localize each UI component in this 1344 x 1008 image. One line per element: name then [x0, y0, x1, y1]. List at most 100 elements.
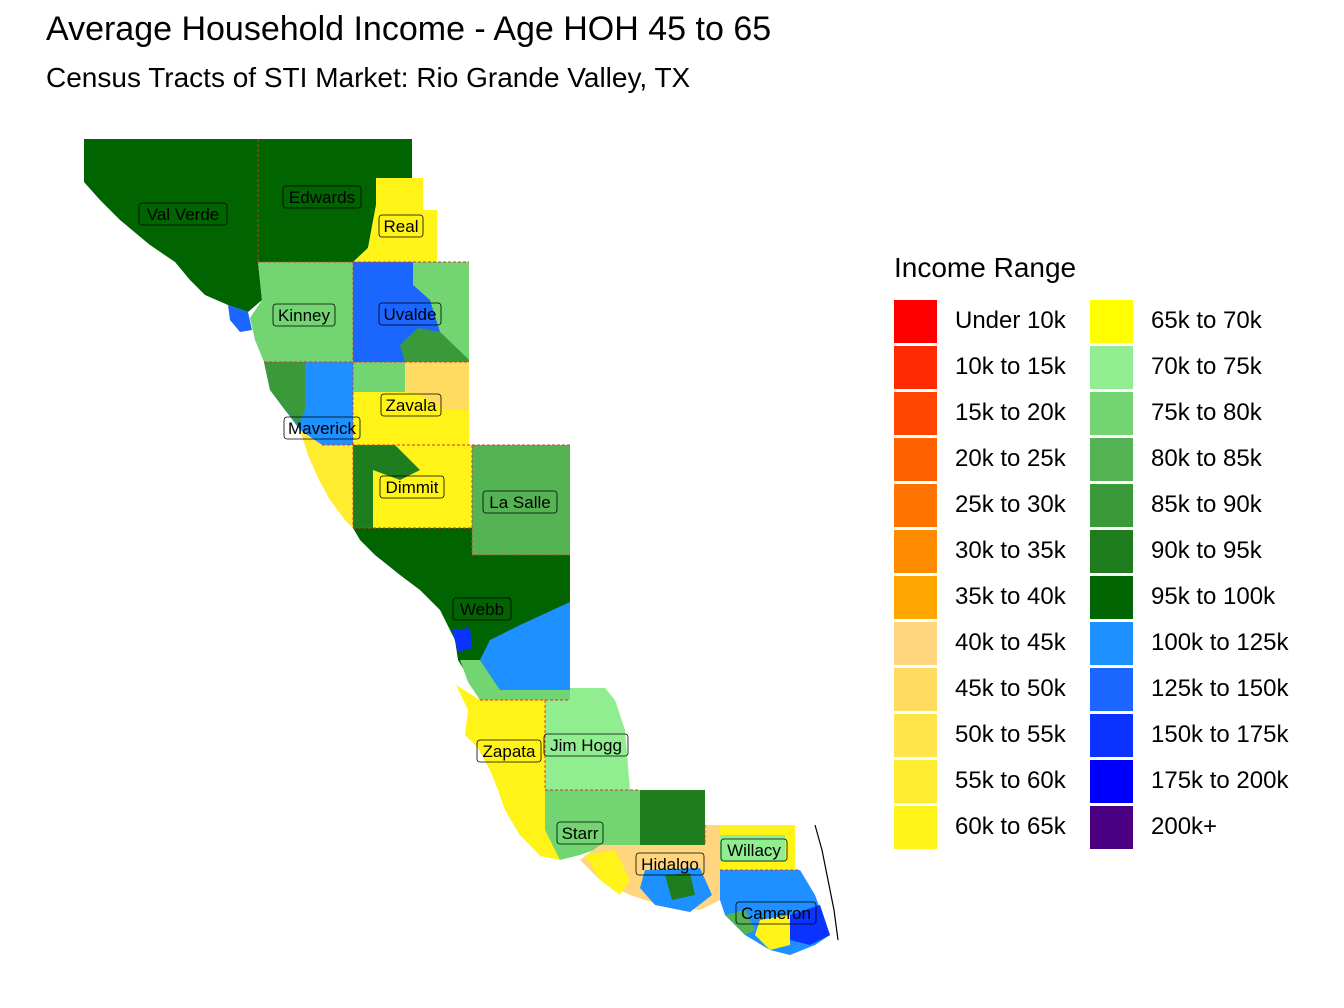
starr-west-tract [505, 790, 560, 860]
label-text-kinney: Kinney [278, 306, 330, 325]
legend-item: 125k to 150k [1090, 666, 1290, 712]
legend-swatch [894, 667, 937, 711]
border-strip-yellow [300, 430, 353, 528]
legend-item: Under 10k [894, 298, 1090, 344]
county-edwards[interactable] [258, 139, 412, 262]
legend-label: Under 10k [955, 307, 1066, 334]
legend-item: 175k to 200k [1090, 758, 1290, 804]
label-maverick: Maverick [283, 416, 361, 440]
legend-label: 65k to 70k [1151, 307, 1262, 334]
legend-item: 65k to 70k [1090, 298, 1290, 344]
legend-items: Under 10k 10k to 15k 15k to 20k 20k to 25k 2… [894, 298, 1290, 850]
legend-label: 25k to 30k [955, 491, 1066, 518]
label-dimmit: Dimmit [379, 475, 445, 499]
label-text-real: Real [384, 217, 419, 236]
legend-label: 30k to 35k [955, 537, 1066, 564]
legend-item: 15k to 20k [894, 390, 1090, 436]
label-zavala: Zavala [380, 393, 442, 417]
county-labels: Val Verde Edwards Real Kinney Uvalde Zav… [138, 185, 817, 925]
legend-swatch [1090, 345, 1133, 389]
label-text-jim-hogg: Jim Hogg [550, 736, 622, 755]
legend-swatch [1090, 529, 1133, 573]
label-webb: Webb [452, 597, 512, 621]
legend-label: 150k to 175k [1151, 721, 1289, 748]
willacy-tract [720, 835, 785, 862]
webb-southwest-tract [460, 660, 570, 700]
legend-item: 25k to 30k [894, 482, 1090, 528]
coastline [814, 824, 839, 941]
legend-item: 95k to 100k [1090, 574, 1290, 620]
legend-swatch [1090, 299, 1133, 343]
legend-item: 40k to 45k [894, 620, 1090, 666]
legend-item: 75k to 80k [1090, 390, 1290, 436]
label-text-val-verde: Val Verde [147, 205, 219, 224]
legend-swatch [894, 805, 937, 849]
legend-item: 30k to 35k [894, 528, 1090, 574]
legend-item: 70k to 75k [1090, 344, 1290, 390]
legend-item: 60k to 65k [894, 804, 1090, 850]
label-text-zapata: Zapata [483, 742, 536, 761]
legend-swatch [1090, 621, 1133, 665]
legend-label: 80k to 85k [1151, 445, 1262, 472]
label-text-cameron: Cameron [741, 904, 811, 923]
legend-label: 50k to 55k [955, 721, 1066, 748]
legend-label: 35k to 40k [955, 583, 1066, 610]
legend-label: 85k to 90k [1151, 491, 1262, 518]
map-subtitle: Census Tracts of STI Market: Rio Grande … [46, 62, 691, 93]
label-text-webb: Webb [460, 600, 504, 619]
dimmit-west-tract [353, 445, 420, 528]
label-text-edwards: Edwards [289, 188, 355, 207]
county-real[interactable] [353, 178, 437, 262]
legend-label: 10k to 15k [955, 353, 1066, 380]
legend: Income Range Under 10k 10k to 15k 15k to 2… [894, 252, 1290, 850]
legend-label: 15k to 20k [955, 399, 1066, 426]
label-text-zavala: Zavala [385, 396, 437, 415]
label-kinney: Kinney [272, 303, 336, 327]
county-zapata[interactable] [456, 685, 545, 810]
legend-label: 95k to 100k [1151, 583, 1276, 610]
legend-label: 175k to 200k [1151, 767, 1289, 794]
legend-item: 85k to 90k [1090, 482, 1290, 528]
hidalgo-urban-green [665, 873, 695, 900]
legend-label: 100k to 125k [1151, 629, 1289, 656]
legend-label: 20k to 25k [955, 445, 1066, 472]
legend-swatch [1090, 759, 1133, 803]
map-title: Average Household Income - Age HOH 45 to… [46, 10, 772, 48]
county-fills [84, 139, 839, 955]
legend-item: 150k to 175k [1090, 712, 1290, 758]
county-borders [257, 139, 800, 871]
label-willacy: Willacy [720, 838, 788, 862]
rio-grande-west-pocket [228, 305, 252, 332]
legend-label: 60k to 65k [955, 813, 1066, 840]
label-text-starr: Starr [562, 824, 599, 843]
legend-label: 40k to 45k [955, 629, 1066, 656]
legend-label: 75k to 80k [1151, 399, 1262, 426]
legend-label: 70k to 75k [1151, 353, 1262, 380]
county-kinney[interactable] [250, 262, 353, 362]
legend-item: 80k to 85k [1090, 436, 1290, 482]
legend-swatch [1090, 391, 1133, 435]
label-text-dimmit: Dimmit [386, 478, 439, 497]
legend-swatch [1090, 437, 1133, 481]
legend-label: 125k to 150k [1151, 675, 1289, 702]
legend-swatch [1090, 713, 1133, 757]
hidalgo-west-yellow [585, 850, 630, 895]
county-val-verde[interactable] [84, 139, 262, 312]
label-text-maverick: Maverick [288, 419, 357, 438]
label-text-uvalde: Uvalde [384, 305, 437, 324]
county-la-salle[interactable] [472, 445, 570, 555]
legend-swatch [894, 437, 937, 481]
county-jim-hogg[interactable] [545, 688, 630, 790]
label-text-willacy: Willacy [727, 841, 781, 860]
legend-item: 35k to 40k [894, 574, 1090, 620]
label-zapata: Zapata [476, 739, 542, 763]
label-text-la-salle: La Salle [489, 493, 550, 512]
cameron-north-green [725, 910, 755, 935]
label-starr: Starr [556, 821, 604, 845]
legend-item: 10k to 15k [894, 344, 1090, 390]
legend-item: 90k to 95k [1090, 528, 1290, 574]
legend-swatch [1090, 805, 1133, 849]
legend-item: 45k to 50k [894, 666, 1090, 712]
legend-swatch [1090, 667, 1133, 711]
